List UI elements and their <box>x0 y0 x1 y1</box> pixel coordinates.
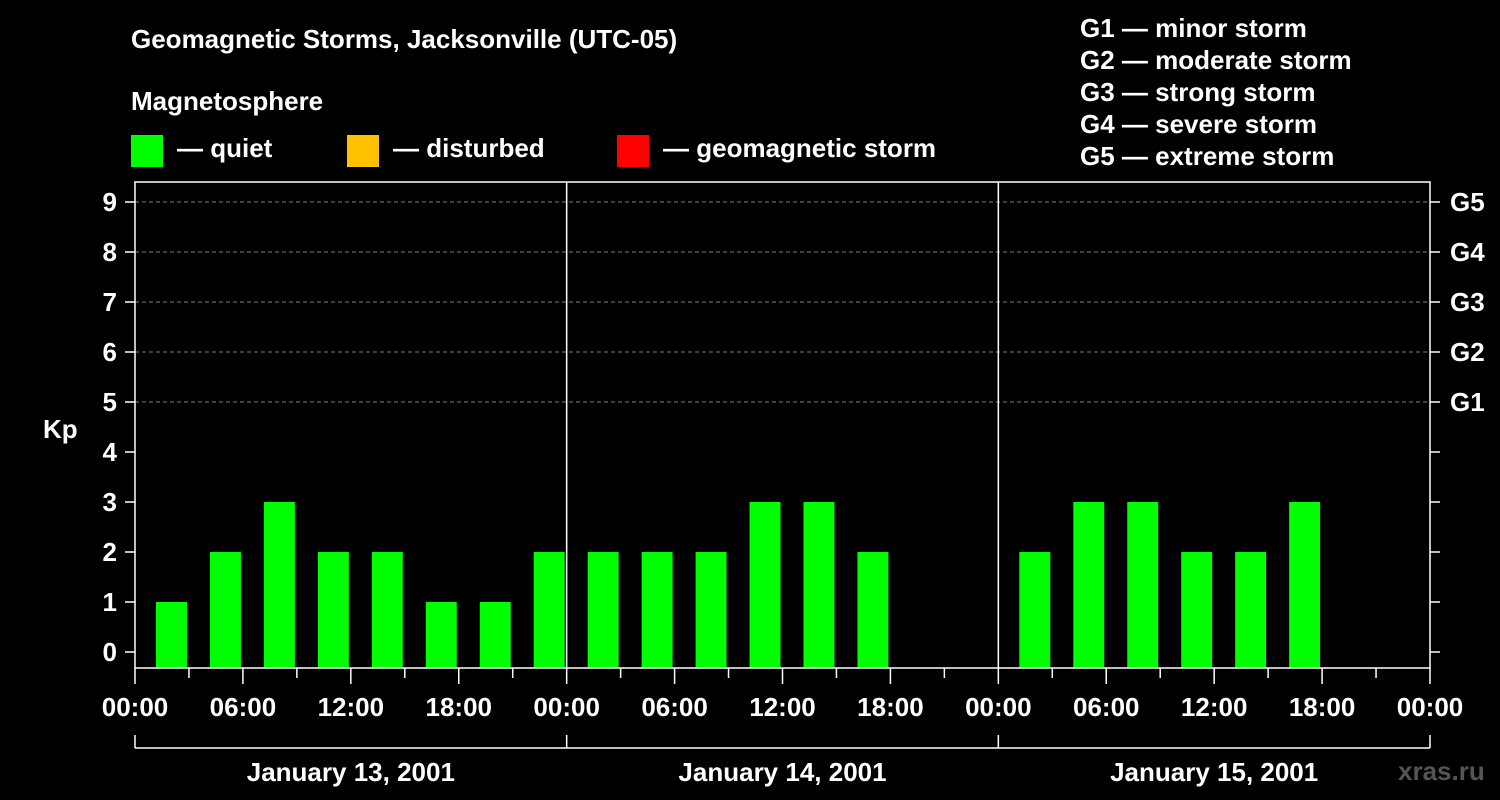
x-tick-label-0: 00:00 <box>102 692 169 722</box>
y-tick-label-5: 5 <box>103 387 117 417</box>
x-tick-label-6: 12:00 <box>749 692 816 722</box>
bar-day1-2 <box>209 552 241 668</box>
bar-day1-7 <box>479 602 511 668</box>
x-tick-label-10: 12:00 <box>1181 692 1248 722</box>
bar-day1-8 <box>533 552 565 668</box>
legend-swatch-storm <box>617 135 649 167</box>
scale-legend-g5: G5 — extreme storm <box>1080 141 1334 171</box>
bar-day3-4 <box>1181 552 1213 668</box>
bar-day2-2 <box>641 552 673 668</box>
bar-day2-6 <box>857 552 889 668</box>
bar-day1-4 <box>317 552 349 668</box>
y-tick-label-6: 6 <box>103 337 117 367</box>
grid-lines <box>135 201 1430 403</box>
chart-title: Geomagnetic Storms, Jacksonville (UTC-05… <box>131 24 677 54</box>
legend-label-disturbed: — disturbed <box>393 133 545 163</box>
y-tick-label-3: 3 <box>103 487 117 517</box>
day-label-1: January 13, 2001 <box>247 757 455 787</box>
bar-day2-1 <box>587 552 619 668</box>
y-tick-label-9: 9 <box>103 187 117 217</box>
bar-day3-6 <box>1289 502 1321 668</box>
day-label-2: January 14, 2001 <box>678 757 886 787</box>
scale-legend-g2: G2 — moderate storm <box>1080 45 1352 75</box>
right-tick-label-g5: G5 <box>1450 187 1485 217</box>
y-tick-label-0: 0 <box>103 637 117 667</box>
bar-day1-3 <box>263 502 295 668</box>
y-axis-label: Kp <box>43 414 78 444</box>
bar-day3-2 <box>1073 502 1105 668</box>
bar-day1-6 <box>425 602 457 668</box>
x-tick-label-7: 18:00 <box>857 692 924 722</box>
bar-day2-3 <box>695 552 727 668</box>
bar-day3-1 <box>1019 552 1051 668</box>
right-tick-label-g2: G2 <box>1450 337 1485 367</box>
bars <box>156 502 1321 668</box>
right-tick-label-g1: G1 <box>1450 387 1485 417</box>
y-tick-label-7: 7 <box>103 287 117 317</box>
x-tick-label-2: 12:00 <box>318 692 385 722</box>
y-tick-label-8: 8 <box>103 237 117 267</box>
x-tick-label-1: 06:00 <box>210 692 277 722</box>
day-label-3: January 15, 2001 <box>1110 757 1318 787</box>
y-tick-label-2: 2 <box>103 537 117 567</box>
tick-labels: 0 1 2 3 4 5 6 7 8 9 G1 G2 G3 G4 G5 00:00 06:00 12:00 18:00… <box>102 187 1485 787</box>
scale-legend-g3: G3 — strong storm <box>1080 77 1315 107</box>
x-tick-label-11: 18:00 <box>1289 692 1356 722</box>
axes <box>125 181 1440 749</box>
bar-day3-5 <box>1235 552 1267 668</box>
scale-legend-g1: G1 — minor storm <box>1080 13 1307 43</box>
legend-label-storm: — geomagnetic storm <box>663 133 936 163</box>
x-tick-label-4: 00:00 <box>533 692 600 722</box>
x-tick-label-12: 00:00 <box>1397 692 1464 722</box>
x-tick-label-5: 06:00 <box>641 692 708 722</box>
bar-day1-5 <box>371 552 403 668</box>
bar-day2-5 <box>803 502 835 668</box>
x-tick-label-3: 18:00 <box>426 692 493 722</box>
y-tick-label-1: 1 <box>103 587 117 617</box>
scale-legend-g4: G4 — severe storm <box>1080 109 1317 139</box>
x-tick-label-8: 00:00 <box>965 692 1032 722</box>
y-tick-label-4: 4 <box>103 437 118 467</box>
chart-subtitle: Magnetosphere <box>131 86 323 116</box>
legend-swatch-disturbed <box>347 135 379 167</box>
legend-label-quiet: — quiet <box>177 133 273 163</box>
bar-day3-3 <box>1127 502 1159 668</box>
bar-day1-1 <box>156 602 187 668</box>
legend-swatch-quiet <box>131 135 163 167</box>
x-tick-label-9: 06:00 <box>1073 692 1140 722</box>
right-tick-label-g3: G3 <box>1450 287 1485 317</box>
watermark: xras.ru <box>1398 756 1485 786</box>
right-tick-label-g4: G4 <box>1450 237 1485 267</box>
bar-day2-4 <box>749 502 781 668</box>
